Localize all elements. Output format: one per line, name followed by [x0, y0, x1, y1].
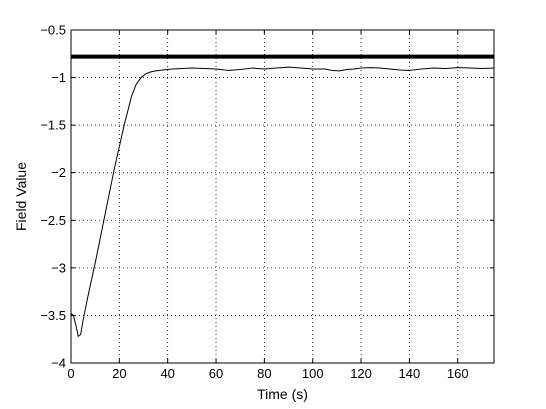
y-tick-label: −2.5	[40, 213, 66, 228]
plot-frame	[70, 29, 495, 364]
x-tick-label: 40	[160, 366, 174, 381]
y-tick-label: −1.5	[40, 118, 66, 133]
grid-lines	[71, 30, 494, 363]
x-axis-label: Time (s)	[257, 386, 308, 402]
x-tick-label: 60	[209, 366, 223, 381]
x-tick-label: 120	[350, 366, 372, 381]
y-tick-label: −0.5	[40, 23, 66, 38]
tick-marks	[70, 29, 494, 364]
x-tick-label: 160	[447, 366, 469, 381]
x-tick-label: 80	[257, 366, 271, 381]
x-tick-label: 140	[399, 366, 421, 381]
x-tick-label: 0	[67, 366, 74, 381]
series-group	[70, 54, 495, 337]
response-line	[70, 66, 495, 337]
y-tick-label: −2	[51, 165, 66, 180]
x-tick-label: 20	[112, 366, 126, 381]
y-axis-label: Field Value	[13, 162, 29, 231]
y-tick-label: −3.5	[40, 308, 66, 323]
x-tick-label: 100	[302, 366, 324, 381]
y-tick-label: −1	[51, 70, 66, 85]
y-tick-label: −4	[51, 356, 66, 371]
y-tick-label: −3	[51, 260, 66, 275]
